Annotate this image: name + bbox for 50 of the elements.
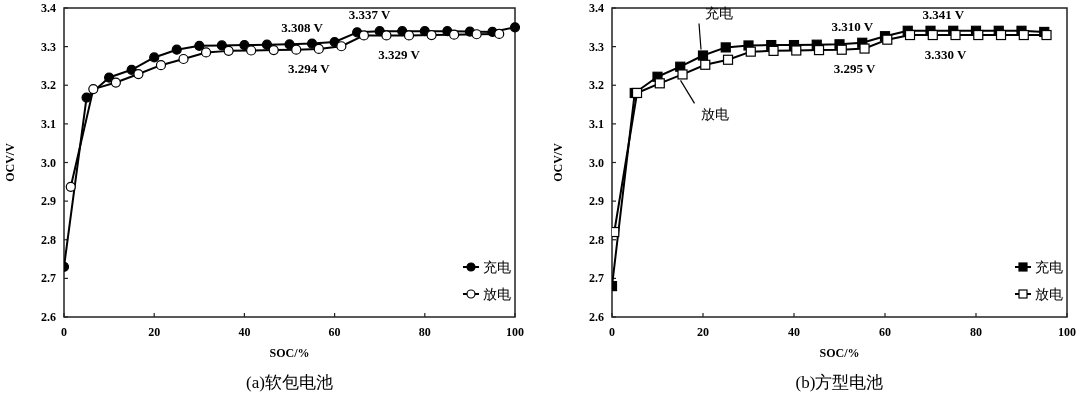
- y-tick-label: 3.2: [41, 78, 56, 93]
- x-axis-title: SOC/%: [819, 346, 860, 360]
- annotation: 3.295 V: [833, 60, 876, 76]
- x-tick-label: 80: [970, 325, 982, 339]
- x-tick-label: 0: [609, 325, 615, 339]
- y-axis-title: OCV/V: [3, 142, 17, 182]
- y-tick-label: 2.9: [589, 194, 604, 209]
- legend-label: 充电: [1035, 260, 1063, 275]
- y-tick-label: 2.8: [589, 232, 604, 247]
- x-tick-label: 20: [148, 325, 161, 339]
- x-tick-label: 0: [61, 325, 67, 339]
- y-tick-label: 3.4: [589, 1, 604, 15]
- x-tick-label: 100: [1058, 325, 1076, 339]
- y-tick-label: 3.0: [589, 155, 604, 170]
- annotation: 3.329 V: [378, 47, 421, 63]
- annotation: 3.294 V: [287, 60, 331, 76]
- legend-label: 放电: [483, 287, 511, 302]
- legend-label: 放电: [1035, 287, 1063, 302]
- x-tick-label: 20: [697, 325, 709, 339]
- text: (b)方型电池: [795, 373, 884, 392]
- x-tick-label: 40: [238, 325, 251, 339]
- annotation: 3.330 V: [924, 47, 967, 63]
- y-tick-label: 3.3: [41, 39, 56, 54]
- y-tick-label: 2.7: [41, 271, 56, 286]
- y-tick-label: 3.2: [589, 78, 604, 93]
- y-tick-label: 3.4: [41, 1, 56, 15]
- y-tick-label: 2.8: [41, 232, 56, 247]
- annotation: 充电: [705, 5, 733, 21]
- annotation: 3.308 V: [281, 19, 324, 35]
- text: (a)软包电池: [246, 373, 333, 392]
- y-tick-label: 2.6: [41, 310, 56, 324]
- y-axis-title: OCV/V: [551, 142, 565, 182]
- x-tick-label: 60: [879, 325, 891, 339]
- y-tick-label: 2.9: [41, 194, 56, 209]
- x-tick-label: 80: [418, 325, 431, 339]
- y-tick-label: 3.3: [589, 39, 604, 54]
- x-tick-label: 40: [788, 325, 800, 339]
- y-tick-label: 3.1: [589, 116, 604, 131]
- y-tick-label: 3.1: [41, 116, 56, 131]
- x-tick-label: 100: [506, 325, 524, 339]
- y-tick-label: 3.0: [41, 155, 56, 170]
- y-tick-label: 2.7: [589, 271, 604, 286]
- annotation: 3.337 V: [348, 7, 392, 23]
- x-axis-title: SOC/%: [269, 346, 310, 360]
- annotation: 放电: [700, 107, 729, 123]
- x-tick-label: 60: [328, 325, 341, 339]
- legend-label: 充电: [483, 260, 511, 275]
- annotation: 3.310 V: [831, 18, 874, 34]
- y-tick-label: 2.6: [589, 310, 604, 324]
- annotation: 3.341 V: [922, 6, 965, 22]
